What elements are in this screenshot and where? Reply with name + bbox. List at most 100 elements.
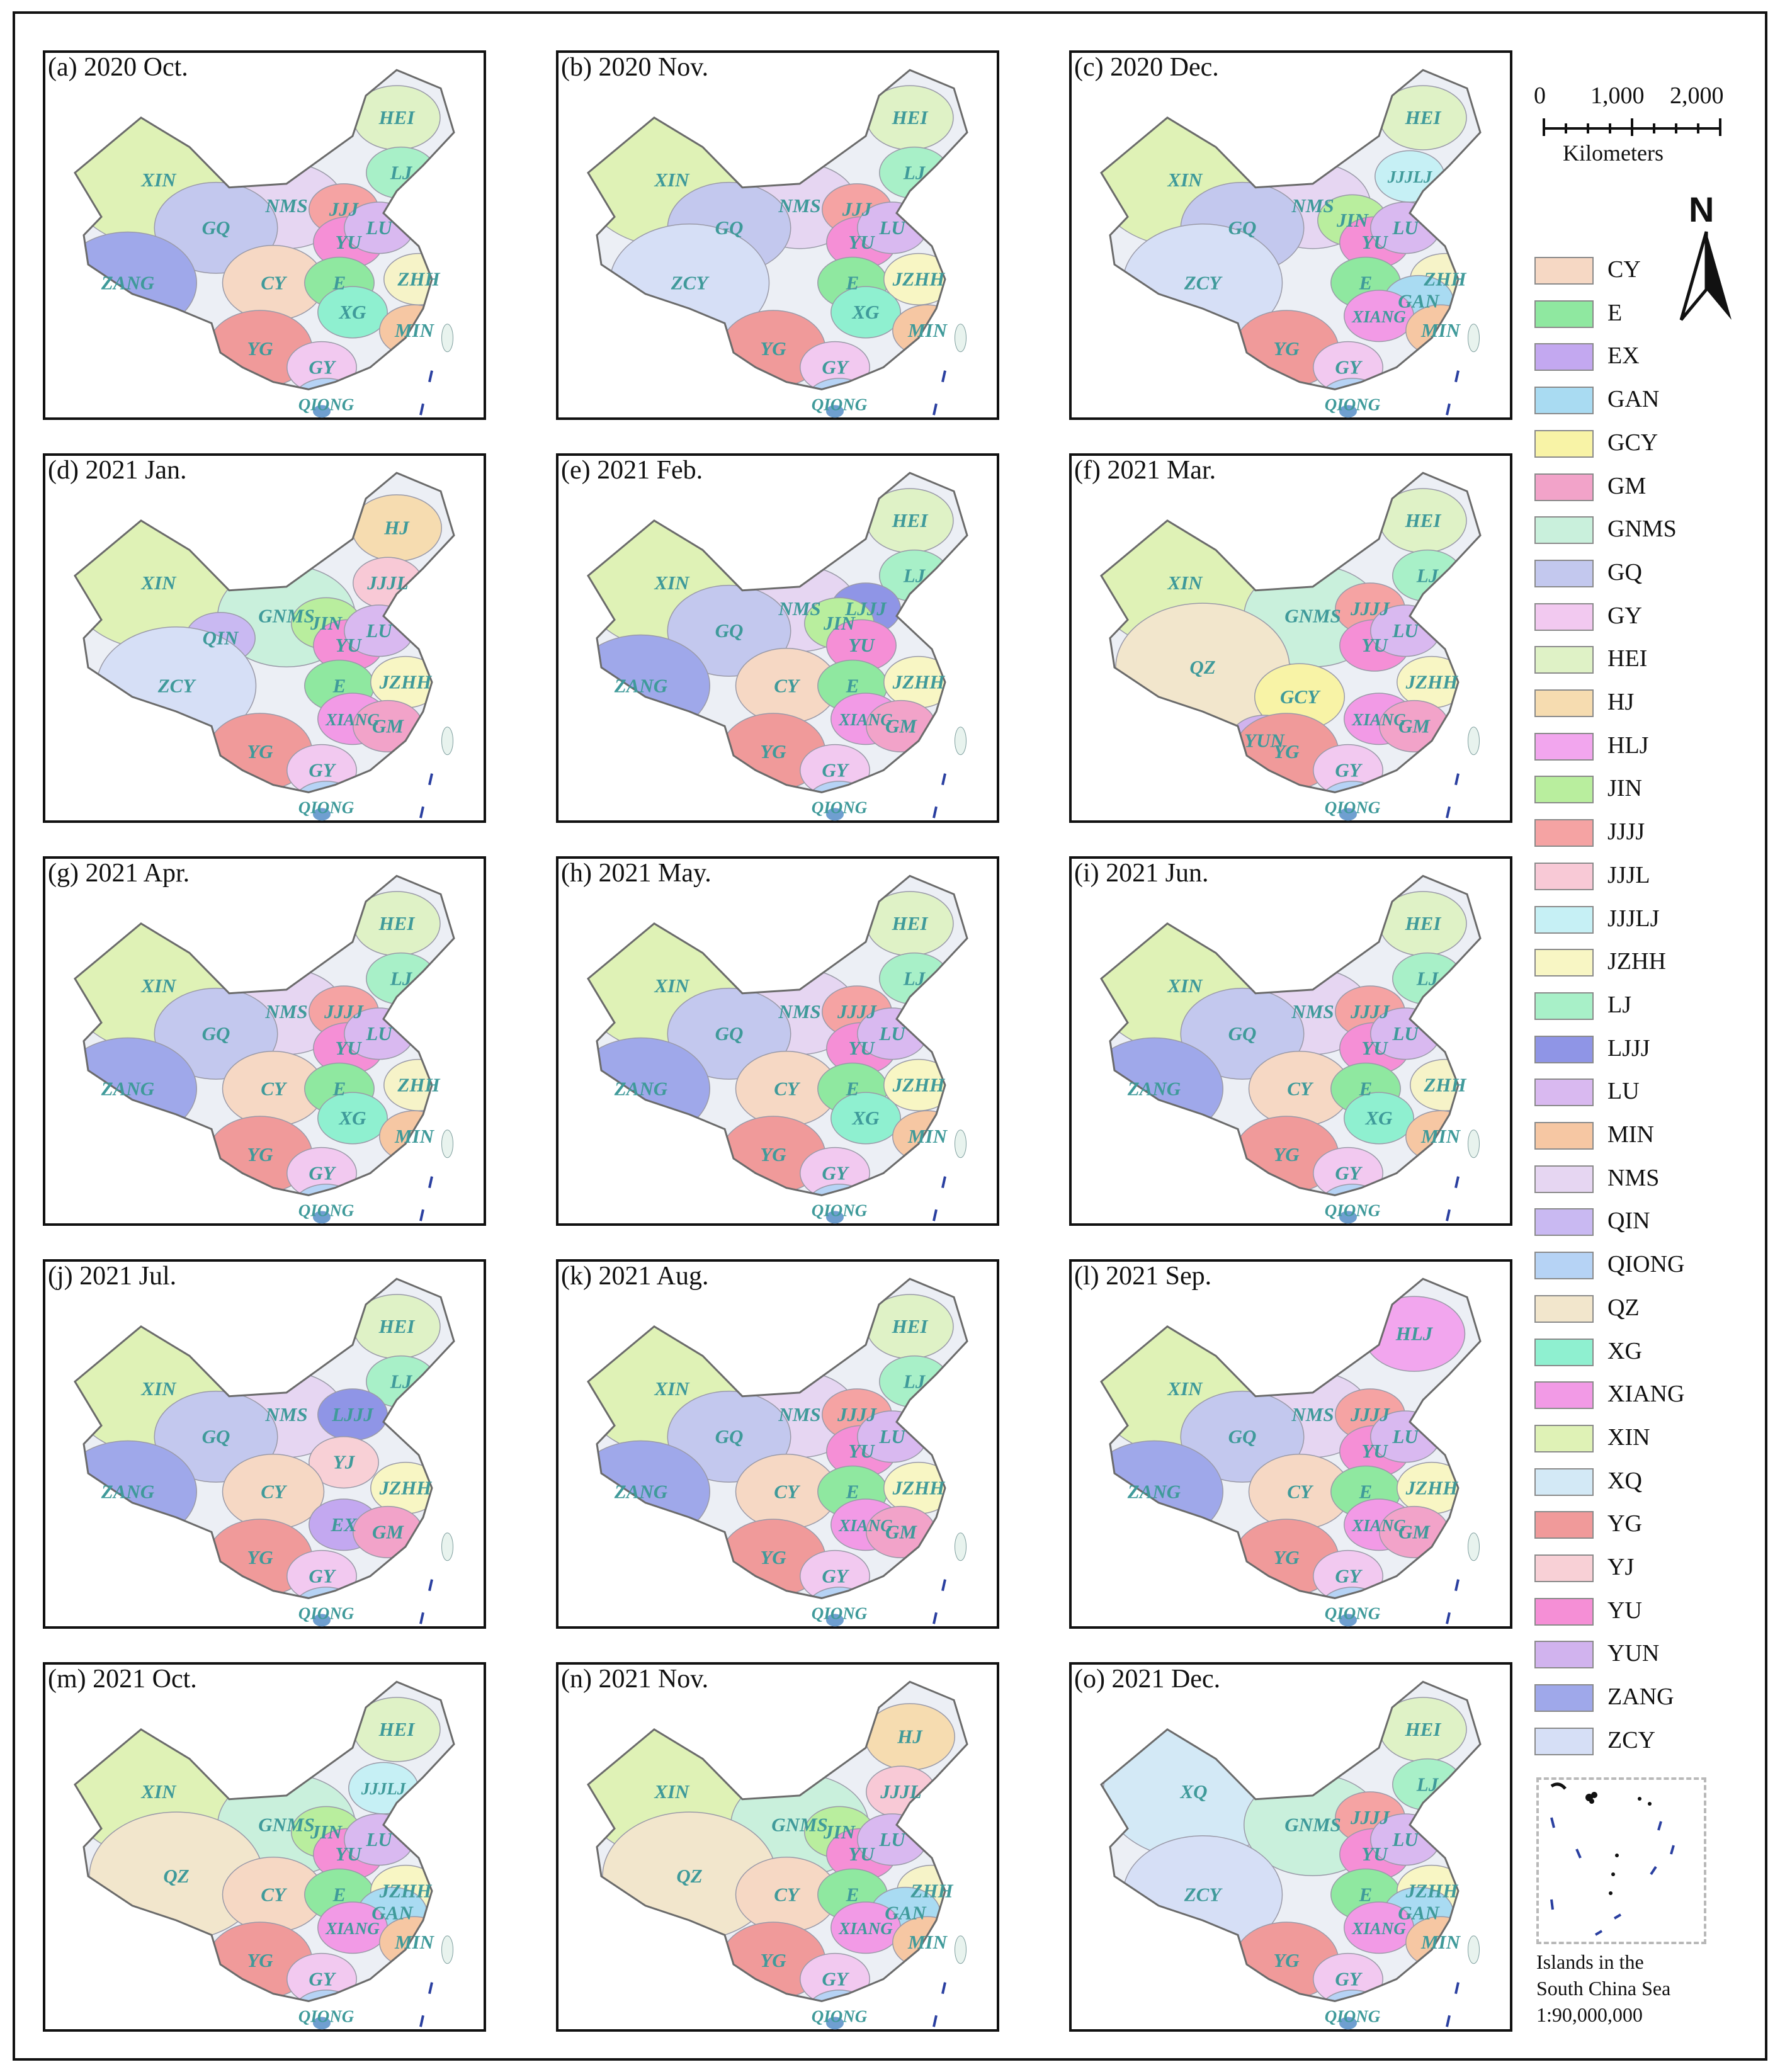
legend-label: YU <box>1607 1597 1642 1624</box>
region-label-zcy: ZCY <box>671 271 710 293</box>
region-label-qiong: QIONG <box>812 1604 868 1623</box>
region-label-qiong: QIONG <box>812 1201 868 1220</box>
region-label-ljjj: LJJJ <box>844 597 887 620</box>
region-label-e: E <box>1359 271 1373 293</box>
region-label-yg: YG <box>247 1949 273 1971</box>
region-label-gm: GM <box>372 715 404 737</box>
legend-label: YUN <box>1607 1640 1660 1667</box>
legend-label: JJJLJ <box>1607 905 1660 932</box>
hainan-island <box>826 2017 844 2030</box>
hainan-island <box>826 808 844 821</box>
panel-title: (m) 2021 Oct. <box>48 1665 197 1694</box>
country-outline <box>587 69 968 390</box>
region-label-qiong: QIONG <box>1325 1604 1381 1623</box>
region-label-gan: GAN <box>885 1901 927 1923</box>
legend-label: LJ <box>1607 991 1631 1018</box>
region-label-e: E <box>846 1883 859 1905</box>
region-label-zhh: ZHH <box>910 1879 953 1901</box>
country-outline <box>1100 472 1482 793</box>
region-label-cy: CY <box>774 1883 801 1905</box>
region-label-gy: GY <box>1335 356 1363 378</box>
hainan-island <box>1339 1614 1357 1627</box>
region-label-nms: NMS <box>1291 1403 1334 1425</box>
region-label-hei: HEI <box>892 106 929 128</box>
region-label-xg: XG <box>851 301 880 323</box>
region-qiong <box>291 378 361 390</box>
legend-label: GCY <box>1607 429 1658 456</box>
region-label-gy: GY <box>1335 1967 1363 1990</box>
region-label-yg: YG <box>247 740 273 762</box>
region-label-gy: GY <box>822 1967 849 1990</box>
legend-swatch <box>1534 1727 1594 1755</box>
region-label-jjjl: JJJL <box>880 1780 921 1803</box>
region-label-yu: YU <box>1361 231 1388 253</box>
legend-swatch <box>1534 559 1594 587</box>
legend-label: XQ <box>1607 1467 1642 1494</box>
country-outline <box>74 472 455 793</box>
panel-title: (k) 2021 Aug. <box>561 1262 709 1291</box>
region-label-xin: XIN <box>140 975 177 997</box>
map-panel-j: HEI LJ XIN NMS LJJJ GQ YJ ZANG CY JZHH EX GM YG GY QIO… <box>43 1259 486 1629</box>
country-outline <box>74 1277 455 1599</box>
panel-title: (j) 2021 Jul. <box>48 1262 176 1291</box>
region-label-gnms: GNMS <box>258 1814 315 1836</box>
sea-boundary-dash <box>428 773 433 786</box>
legend-swatch <box>1534 1294 1594 1323</box>
north-arrow: N <box>1675 189 1738 327</box>
region-label-jin: JIN <box>823 612 856 634</box>
region-label-yj: YJ <box>333 1451 356 1473</box>
region-label-xin: XIN <box>1167 975 1203 997</box>
sea-boundary-dash <box>419 1209 424 1221</box>
country-outline <box>1100 1680 1482 2002</box>
legend-label: EX <box>1607 343 1640 370</box>
region-label-qz: QZ <box>676 1865 702 1887</box>
sea-boundary-dash <box>941 370 946 383</box>
region-label-nms: NMS <box>264 1000 307 1022</box>
scale-bar: 0 1,000 2,000 Kilometers <box>1530 82 1750 170</box>
panel-title: (e) 2021 Feb. <box>561 456 703 485</box>
region-label-hei: HEI <box>378 1718 416 1740</box>
legend-swatch <box>1534 300 1594 328</box>
region-label-yg: YG <box>760 1949 786 1971</box>
sea-boundary-dash <box>933 1209 938 1221</box>
region-qiong <box>291 1990 361 2001</box>
sea-boundary-dash <box>933 1612 938 1624</box>
region-label-min: MIN <box>394 319 435 341</box>
sea-boundary-dash <box>1454 1176 1460 1189</box>
region-label-gan: GAN <box>1398 290 1440 312</box>
region-label-min: MIN <box>1420 1125 1461 1147</box>
region-label-xiang: XIANG <box>838 1516 893 1535</box>
legend-item-qin: QIN <box>1527 1206 1716 1240</box>
region-label-gy: GY <box>309 759 336 781</box>
region-label-nms: NMS <box>264 195 307 217</box>
region-label-hei: HEI <box>378 912 416 934</box>
region-label-zang: ZANG <box>1127 1077 1181 1099</box>
region-label-gnms: GNMS <box>771 1814 828 1836</box>
legend-item-gq: GQ <box>1527 557 1716 591</box>
region-label-qiong: QIONG <box>1325 1201 1381 1220</box>
legend-swatch <box>1534 1641 1594 1669</box>
region-label-zang: ZANG <box>101 1077 155 1099</box>
region-label-gan: GAN <box>1398 1901 1440 1923</box>
region-label-gq: GQ <box>202 1425 230 1447</box>
legend-label: JIN <box>1607 775 1642 802</box>
region-label-nms: NMS <box>778 195 820 217</box>
legend-item-gy: GY <box>1527 601 1716 635</box>
region-label-yg: YG <box>760 337 786 359</box>
legend-label: GNMS <box>1607 516 1677 543</box>
region-label-yg: YG <box>247 337 273 359</box>
region-label-gnms: GNMS <box>1284 605 1341 627</box>
region-label-jjjj: JJJJ <box>1350 1000 1391 1022</box>
region-label-qz: QZ <box>163 1865 189 1887</box>
region-label-lj: LJ <box>903 161 926 183</box>
taiwan-island <box>441 1935 453 1964</box>
legend-item-gm: GM <box>1527 471 1716 505</box>
legend-label: QZ <box>1607 1294 1640 1321</box>
region-label-qin: QIN <box>203 627 239 649</box>
taiwan-island <box>955 324 967 353</box>
region-label-min: MIN <box>907 1931 948 1953</box>
legend-swatch <box>1534 1338 1594 1366</box>
